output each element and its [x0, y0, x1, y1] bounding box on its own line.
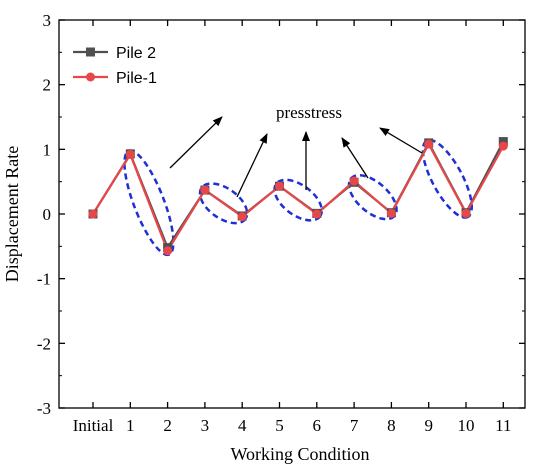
highlight-ellipses [123, 138, 474, 257]
data-point [498, 141, 508, 151]
legend-marker [86, 72, 95, 82]
legend-label: Pile 2 [116, 45, 156, 62]
legend-marker [86, 47, 95, 57]
x-tick-label: 10 [458, 416, 475, 435]
data-point [424, 139, 434, 149]
data-point [386, 208, 396, 218]
x-tick-label: 7 [350, 416, 359, 435]
data-point [125, 150, 135, 160]
data-point [461, 208, 471, 218]
annotation-arrow [169, 116, 223, 169]
data-point [88, 209, 98, 219]
x-tick-label: 5 [275, 416, 284, 435]
annotation-arrow [379, 127, 423, 154]
data-point [349, 176, 359, 186]
annotation-arrow [341, 137, 369, 179]
x-tick-label: 4 [238, 416, 247, 435]
x-tick-label: 3 [201, 416, 210, 435]
series-line [92, 143, 505, 252]
data-point [163, 246, 173, 256]
y-tick-label: -1 [37, 270, 51, 289]
data-point [237, 212, 247, 222]
y-tick-label: -3 [37, 399, 51, 418]
x-tick-label: 6 [313, 416, 322, 435]
data-point [312, 209, 322, 219]
x-tick-label: 9 [424, 416, 433, 435]
x-tick-label: 1 [126, 416, 135, 435]
x-tick-label: 2 [163, 416, 172, 435]
x-tick-label: Initial [73, 416, 114, 435]
legend-label: Pile-1 [116, 70, 157, 87]
annotation-arrow [236, 133, 268, 198]
y-axis: -3 -2 -1 0 1 2 3 [37, 11, 525, 418]
y-tick-label: 1 [43, 140, 52, 159]
annotation-label: presstress [276, 103, 342, 122]
data-point [275, 181, 284, 191]
presstress-annotation: presstress [169, 103, 423, 198]
x-tick-label: 8 [387, 416, 396, 435]
data-point [498, 137, 508, 147]
y-tick-label: 0 [43, 205, 52, 224]
data-point [200, 185, 210, 195]
series-layer [88, 137, 508, 256]
series-line [92, 141, 505, 249]
legend: Pile 2 Pile-1 [73, 45, 157, 87]
x-tick-label: 11 [495, 416, 511, 435]
y-tick-label: 2 [43, 76, 52, 95]
y-tick-label: -2 [37, 334, 51, 353]
x-axis: Initial 1 2 3 4 5 6 7 8 9 10 11 [73, 20, 511, 435]
x-axis-title: Working Condition [230, 444, 369, 464]
y-axis-title: Displacement Rate [2, 146, 22, 282]
y-tick-label: 3 [43, 11, 52, 30]
